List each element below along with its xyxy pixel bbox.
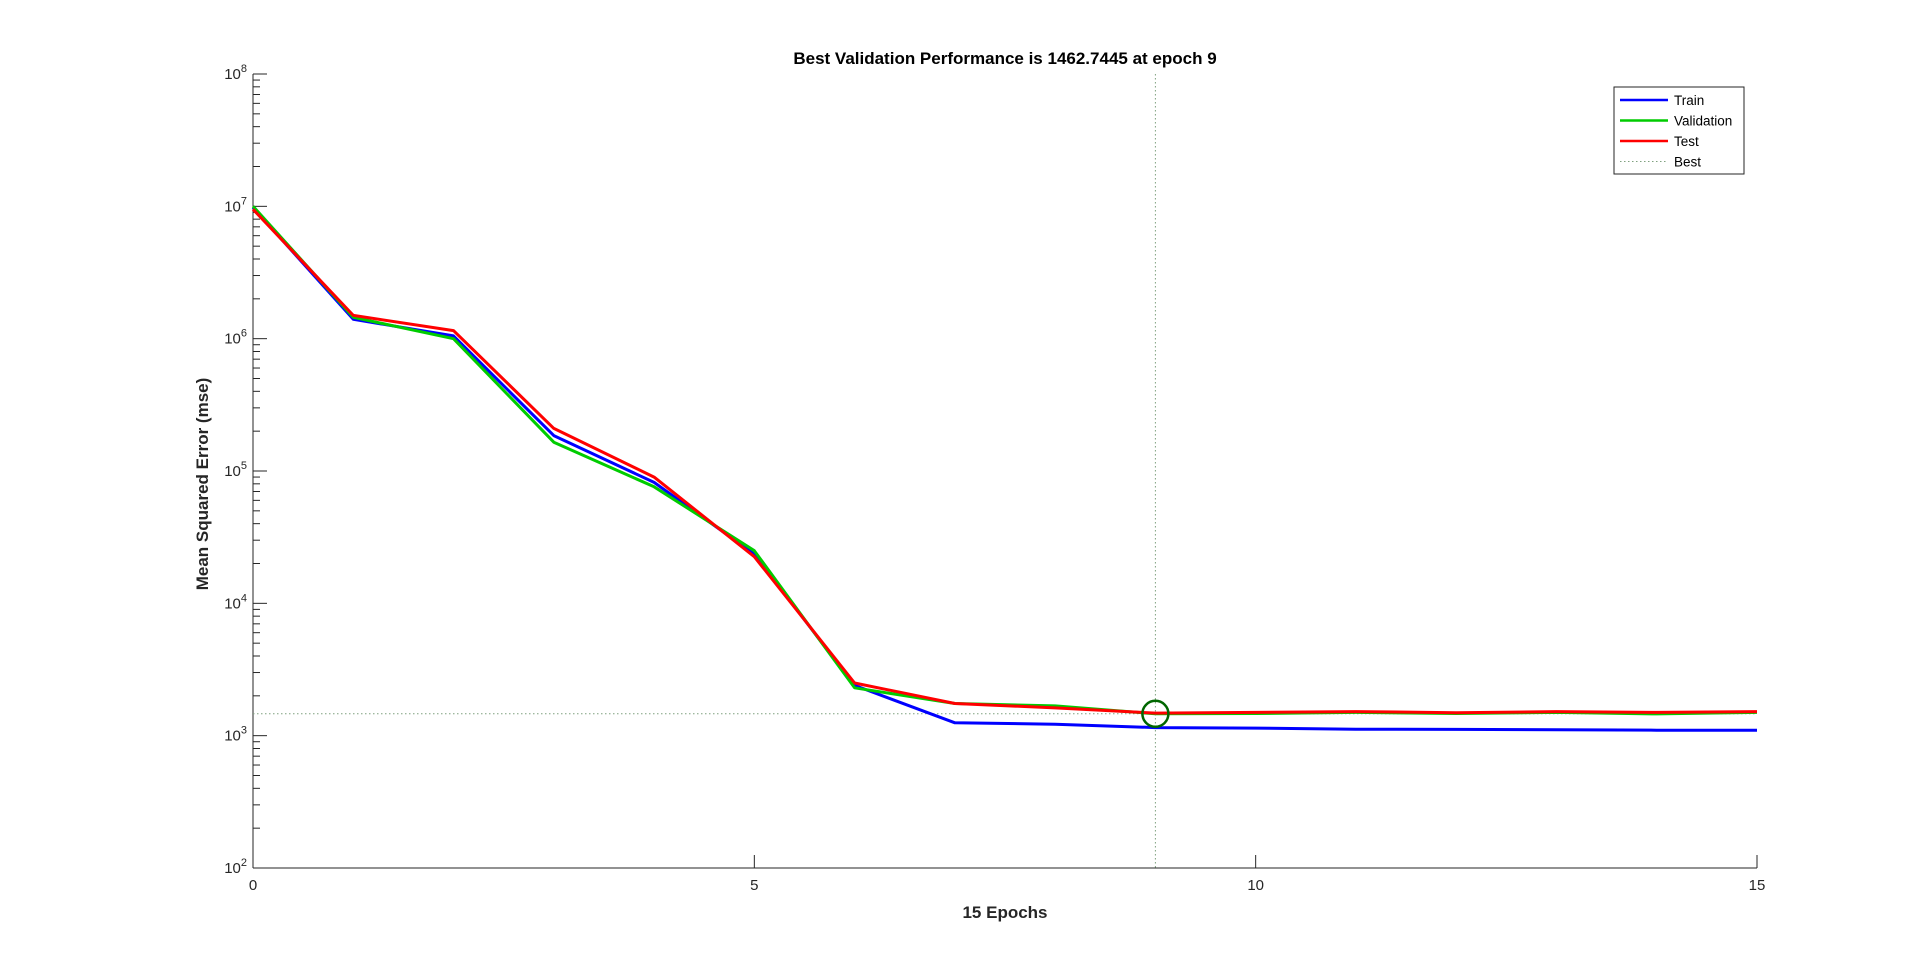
y-tick-exponent: 5 [241, 460, 247, 472]
legend: Train Validation Test Best [1613, 86, 1745, 175]
x-tick-label: 15 [1749, 877, 1766, 894]
y-tick-base: 10 [224, 595, 241, 612]
x-tick-label: 0 [249, 877, 257, 894]
y-tick-exponent: 4 [241, 592, 247, 604]
x-axis-label: 15 Epochs [962, 903, 1047, 922]
y-axis-label: Mean Squared Error (mse) [193, 378, 212, 591]
y-tick-base: 10 [224, 198, 241, 215]
chart-title: Best Validation Performance is 1462.7445… [793, 49, 1216, 68]
series-line-train [251, 206, 1757, 732]
series-lines [251, 205, 1758, 732]
legend-label-train: Train [1674, 93, 1704, 108]
y-tick-exponent: 8 [241, 63, 247, 75]
y-tick-label: 103 [224, 725, 247, 745]
y-tick-exponent: 7 [241, 195, 247, 207]
x-tick-label: 10 [1247, 877, 1264, 894]
legend-label-best: Best [1674, 155, 1701, 170]
y-tick-exponent: 6 [241, 328, 247, 340]
y-tick-exponent: 3 [241, 725, 247, 737]
series-line-test [251, 208, 1758, 715]
y-tick-exponent: 2 [241, 857, 247, 869]
y-tick-label: 107 [224, 195, 247, 215]
legend-label-test: Test [1674, 134, 1699, 149]
y-tick-label: 104 [224, 592, 247, 612]
y-tick-label: 105 [224, 460, 247, 480]
legend-label-validation: Validation [1674, 114, 1732, 129]
best-marker [1141, 699, 1170, 729]
x-tick-label: 5 [750, 877, 758, 894]
y-tick-base: 10 [224, 860, 241, 877]
best-marker-group [1141, 699, 1170, 729]
y-tick-base: 10 [224, 728, 241, 745]
y-tick-label: 102 [224, 857, 247, 877]
y-tick-label: 106 [224, 328, 247, 348]
legend-box [1613, 86, 1745, 175]
y-tick-base: 10 [224, 331, 241, 348]
y-tick-base: 10 [224, 463, 241, 480]
y-tick-label: 108 [224, 63, 247, 83]
y-tick-base: 10 [224, 66, 241, 83]
